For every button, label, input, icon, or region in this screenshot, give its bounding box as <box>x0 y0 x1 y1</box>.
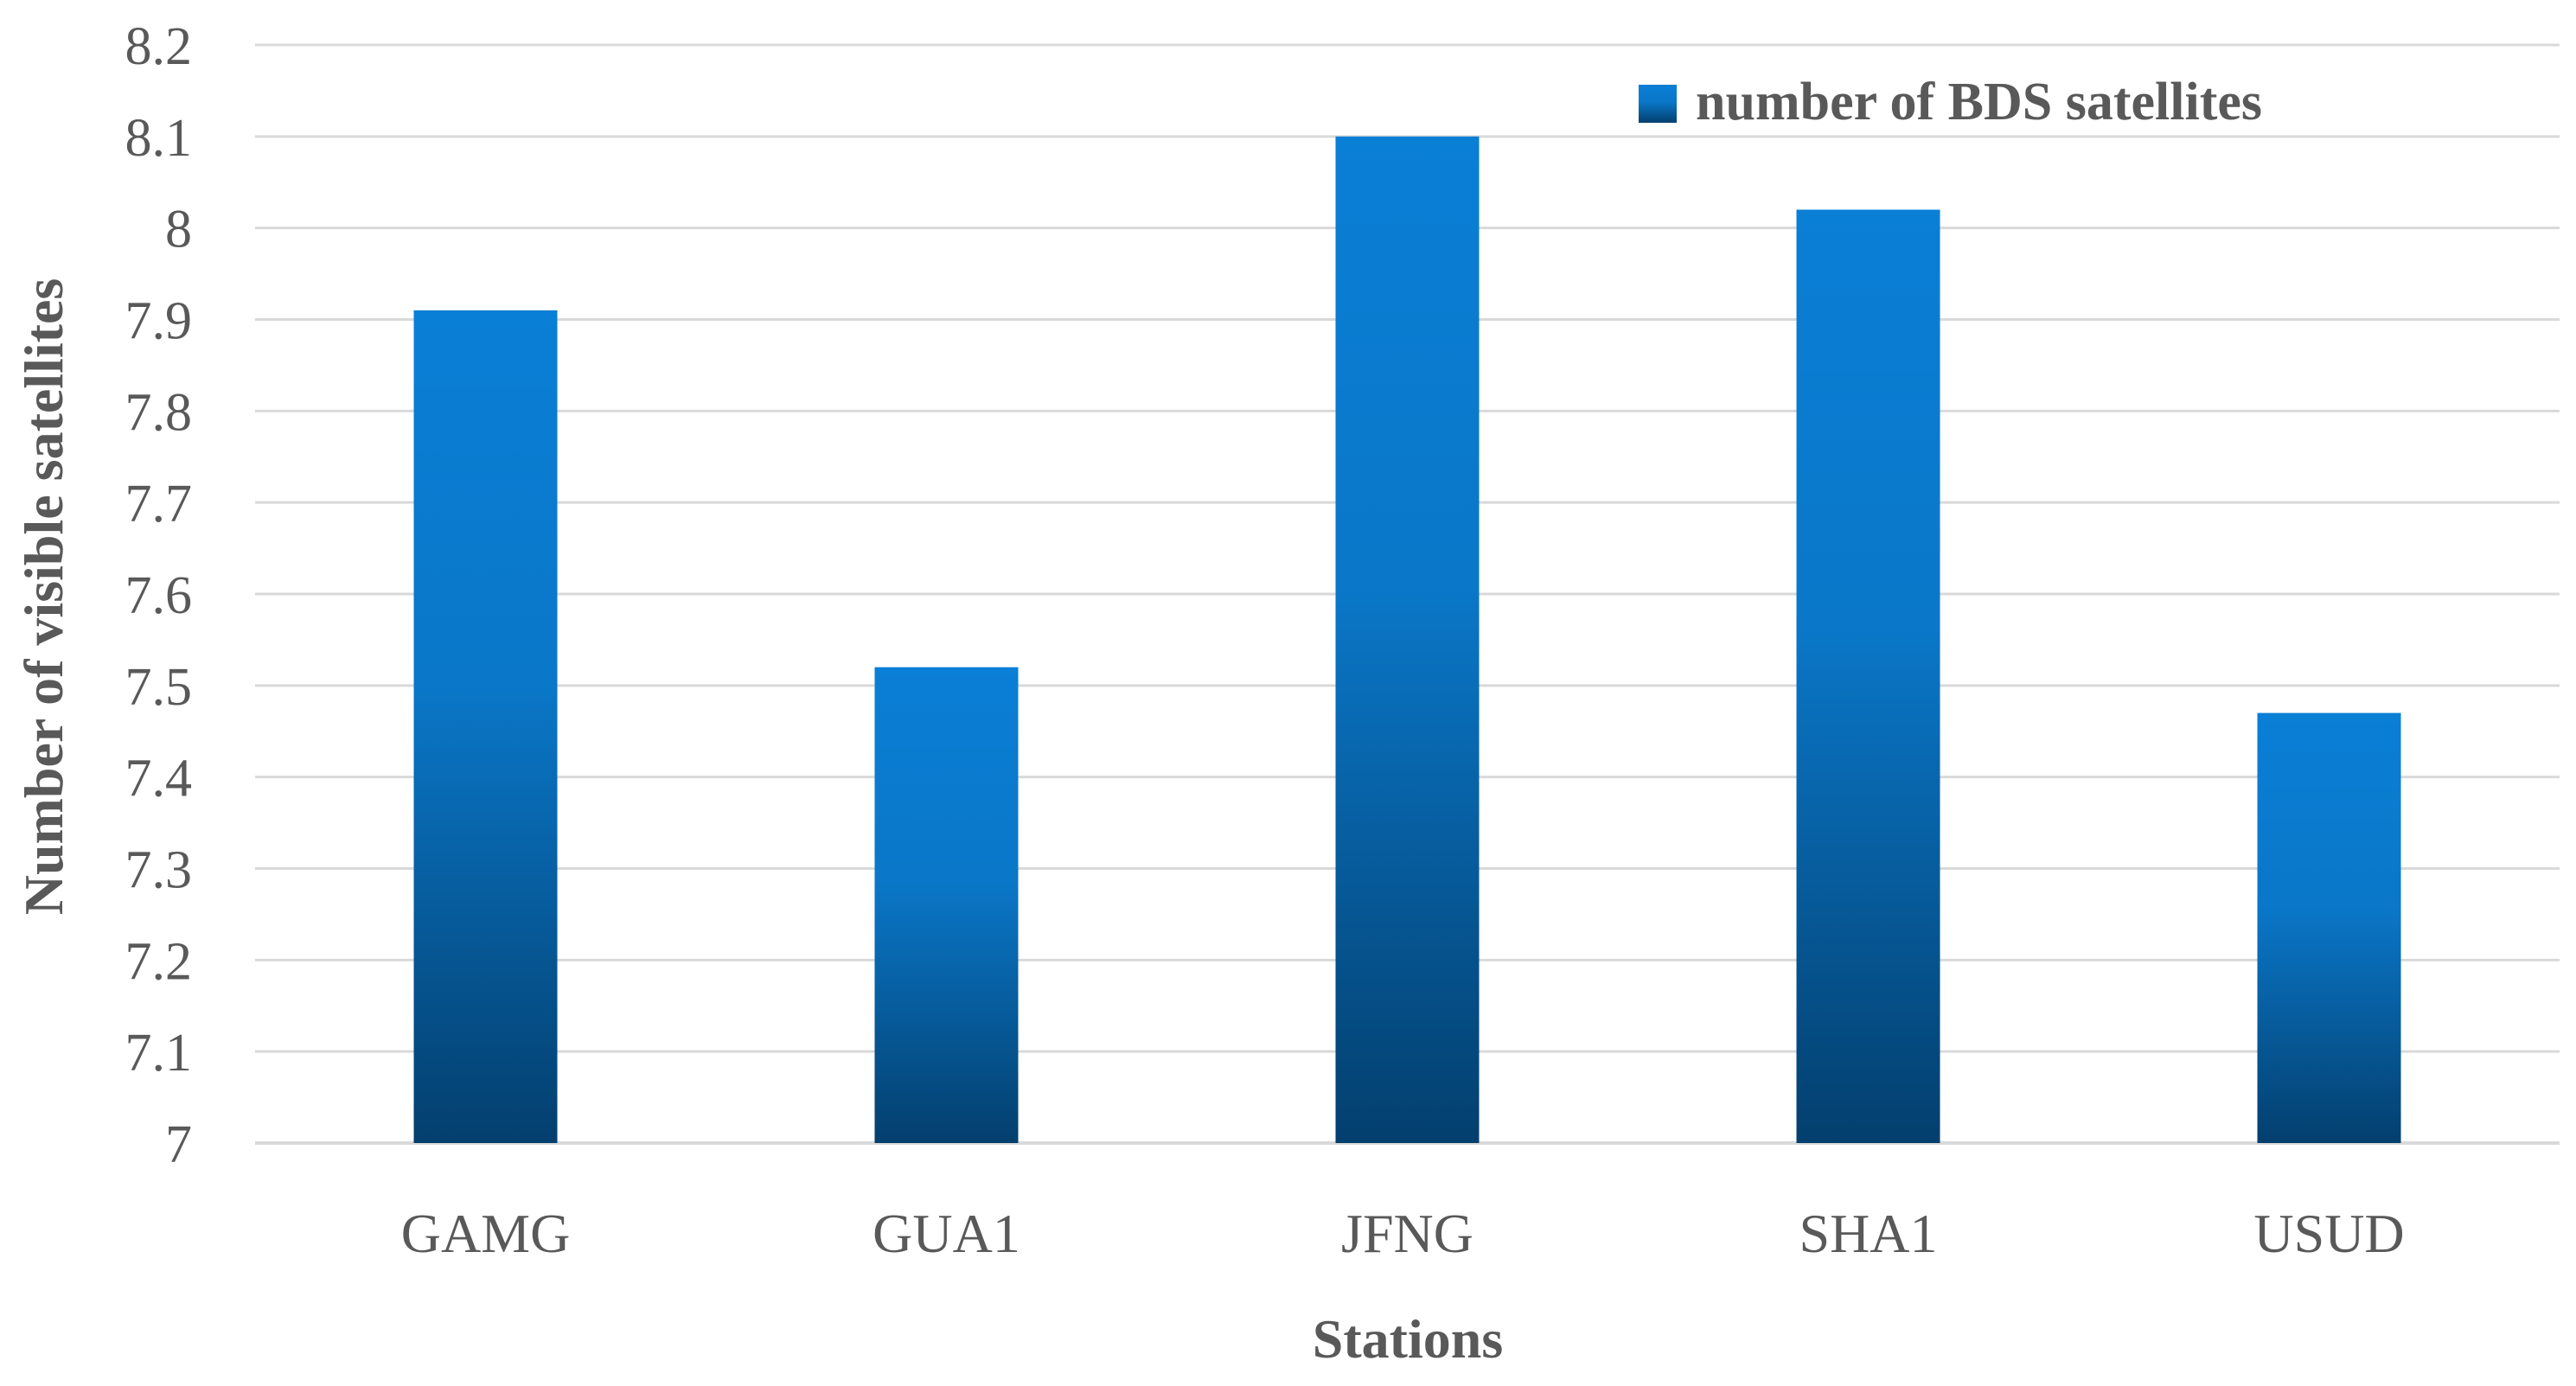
y-tick-label: 7 <box>165 1115 192 1174</box>
y-tick-labels: 7 7.1 7.2 7.3 7.4 7.5 7.6 7.7 7.8 7.9 8 8.1 8.2 <box>125 17 193 1174</box>
x-tick-label: SHA1 <box>1799 1203 1937 1264</box>
x-tick-label: GAMG <box>401 1203 571 1264</box>
x-axis-title: Stations <box>1313 1308 1504 1370</box>
x-tick-label: USUD <box>2253 1203 2404 1264</box>
legend: number of BDS satellites <box>1639 73 2262 131</box>
bar-gua1 <box>874 667 1019 1143</box>
bar-jfng <box>1335 136 1480 1143</box>
y-tick-label: 7.3 <box>125 841 193 900</box>
y-tick-label: 7.1 <box>125 1024 193 1083</box>
x-tick-label: JFNG <box>1341 1203 1473 1264</box>
y-tick-label: 7.4 <box>125 750 193 808</box>
y-tick-label: 7.5 <box>125 658 193 717</box>
x-tick-label: GUA1 <box>873 1203 1020 1264</box>
y-tick-label: 8 <box>165 201 192 259</box>
bars <box>413 136 2401 1144</box>
legend-label: number of BDS satellites <box>1696 73 2262 131</box>
y-tick-label: 8.1 <box>125 109 193 168</box>
y-tick-label: 8.2 <box>125 17 193 76</box>
y-tick-label: 7.8 <box>125 383 193 442</box>
y-tick-label: 7.2 <box>125 932 193 991</box>
y-axis-title: Number of visible satellites <box>13 278 74 916</box>
y-tick-label: 7.7 <box>125 475 193 533</box>
bar-usud <box>2257 712 2401 1143</box>
y-tick-label: 7.9 <box>125 292 193 351</box>
x-tick-labels: GAMG GUA1 JFNG SHA1 USUD <box>401 1203 2405 1264</box>
y-tick-label: 7.6 <box>125 566 193 625</box>
bar-gamg <box>413 310 558 1144</box>
bar-sha1 <box>1796 209 1940 1143</box>
legend-swatch <box>1639 85 1677 123</box>
